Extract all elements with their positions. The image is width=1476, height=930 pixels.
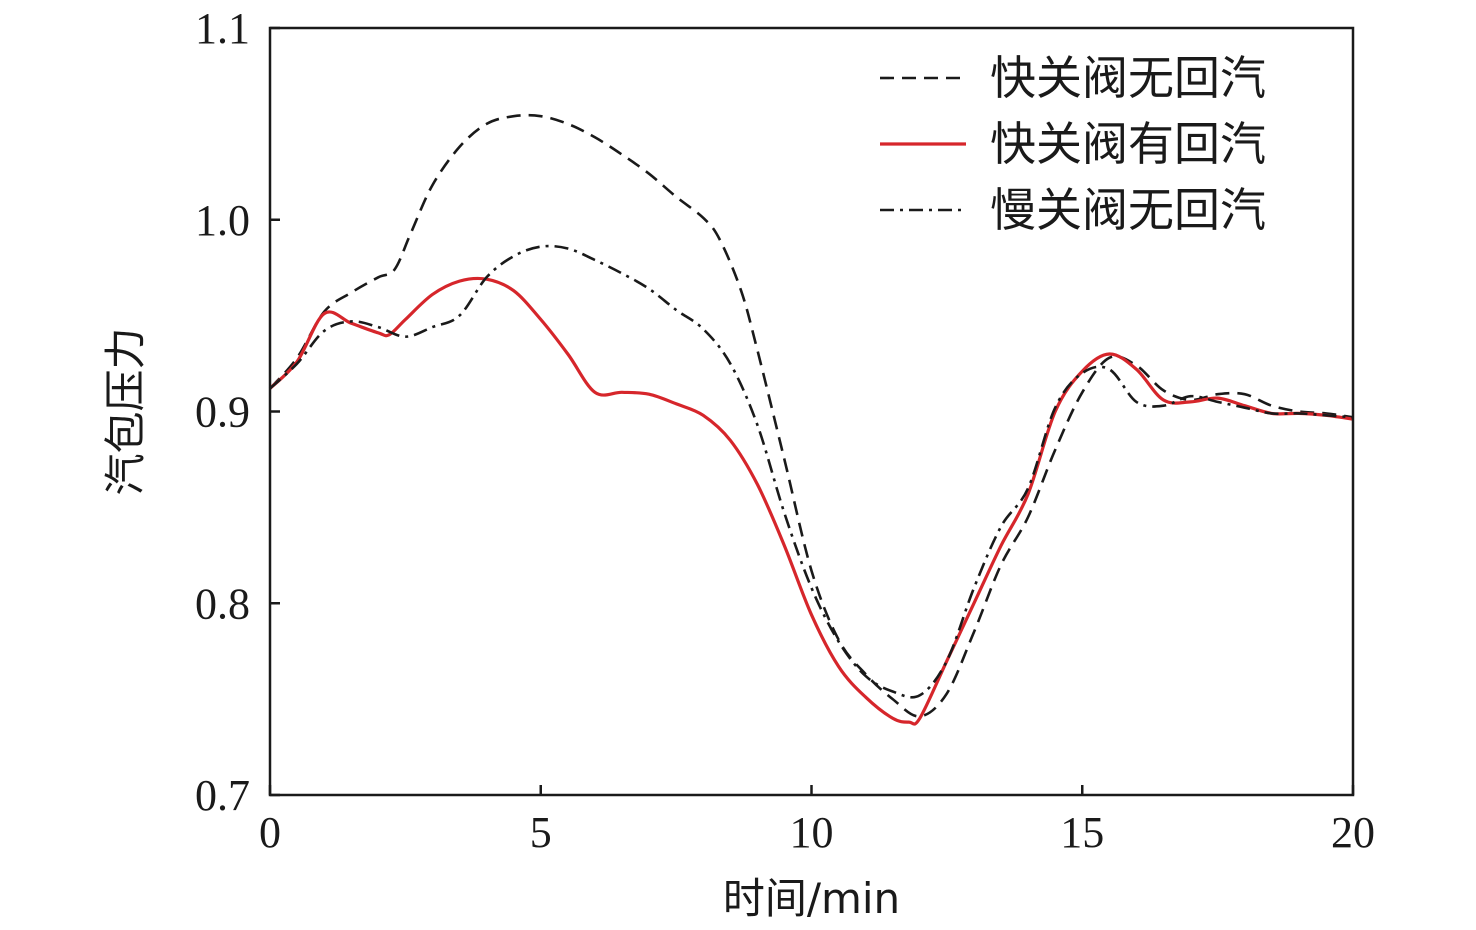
series-line-1 — [269, 113, 1354, 718]
y-tick-label: 0.7 — [195, 771, 250, 820]
x-tick-label: 20 — [1331, 808, 1375, 857]
legend-label-3: 慢关阀无回汽 — [990, 183, 1266, 237]
x-tick-label: 15 — [1060, 808, 1104, 857]
ticks-layer: 0 5 10 15 20 0.7 0.8 0.9 1.0 1.1 — [195, 4, 1375, 857]
y-tick-label: 1.1 — [195, 4, 250, 53]
series-line-3 — [269, 244, 1354, 699]
series-line-2 — [268, 276, 1354, 726]
series-layer — [268, 113, 1354, 726]
x-tick-label: 0 — [259, 808, 281, 857]
x-tick-label: 10 — [790, 808, 834, 857]
y-tick-label: 1.0 — [195, 196, 250, 245]
x-tick-label: 5 — [530, 808, 552, 857]
y-tick-label: 0.8 — [195, 579, 250, 628]
y-axis-label: 汽包压力 — [101, 327, 150, 495]
legend-label-1: 快关阀无回汽 — [990, 51, 1266, 105]
y-tick-label: 0.9 — [195, 388, 250, 437]
legend-label-2: 快关阀有回汽 — [990, 117, 1266, 171]
x-axis-label: 时间/min — [723, 874, 900, 923]
